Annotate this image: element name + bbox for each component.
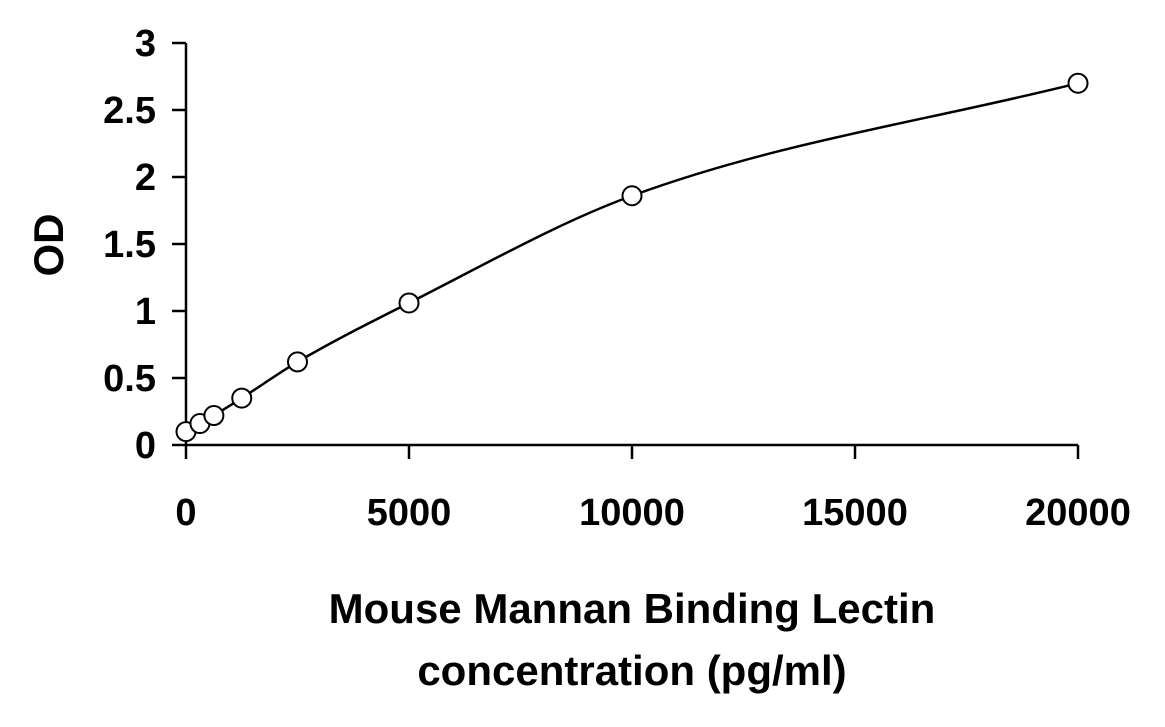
y-tick-label: 0.5 — [103, 358, 156, 400]
data-point — [621, 185, 643, 207]
x-ticks: 0 5000 10000 15000 20000 — [175, 445, 1131, 534]
y-tick-label: 1.5 — [103, 224, 156, 266]
y-tick-label: 1 — [135, 291, 156, 333]
y-axis-title: OD — [25, 214, 72, 277]
data-point — [398, 292, 420, 314]
data-point — [203, 405, 225, 427]
data-point — [287, 351, 308, 373]
y-tick-label: 0 — [135, 425, 156, 467]
axes — [184, 43, 1078, 447]
fit-curve — [185, 81, 1079, 433]
x-axis-title-line-1: Mouse Mannan Binding Lectin — [329, 585, 936, 632]
y-tick-label: 2 — [135, 157, 156, 199]
x-tick-label: 0 — [175, 492, 196, 534]
x-tick-label: 20000 — [1025, 492, 1131, 534]
y-tick-label: 2.5 — [103, 90, 156, 132]
y-tick-label: 3 — [135, 23, 156, 65]
x-axis-title-line-2: concentration (pg/ml) — [417, 647, 846, 694]
data-points — [175, 72, 1089, 443]
y-ticks: 0 0.5 1 1.5 2 2.5 3 — [103, 23, 186, 467]
data-point — [231, 387, 253, 409]
x-tick-label: 10000 — [579, 492, 685, 534]
data-point — [1067, 72, 1089, 94]
x-tick-label: 15000 — [802, 492, 908, 534]
x-tick-label: 5000 — [367, 492, 452, 534]
